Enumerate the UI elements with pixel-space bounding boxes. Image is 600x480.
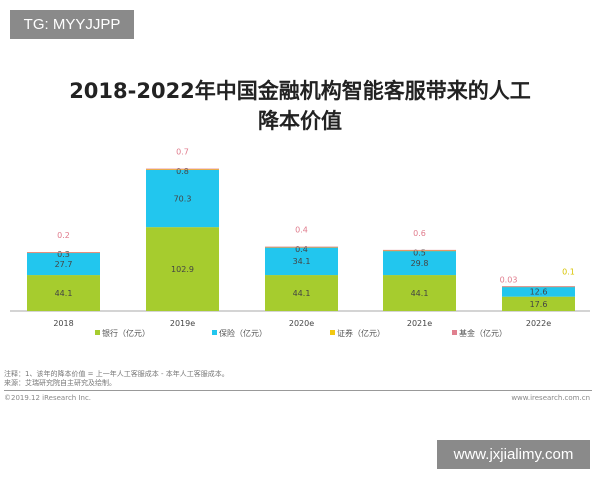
legend-label: 保险（亿元） (219, 328, 267, 338)
source-note: 来源：艾瑞研究院自主研究及绘制。 (4, 379, 116, 387)
legend-swatch (212, 330, 217, 335)
bar-segment (265, 247, 338, 276)
data-label: 44.1 (293, 289, 311, 298)
bar-segment (27, 252, 100, 276)
bar-segment (265, 275, 338, 311)
bar-segment (27, 275, 100, 311)
copyright: ©2019.12 iResearch Inc. (4, 394, 92, 402)
divider (4, 390, 592, 391)
bar-segment (27, 252, 100, 253)
data-label: 0.1 (562, 267, 575, 276)
watermark-bottom-right: www.jxjialimy.com (437, 440, 590, 469)
legend-swatch (95, 330, 100, 335)
data-label: 29.8 (411, 259, 429, 268)
data-label: 34.1 (293, 257, 311, 266)
watermark-top-left: TG: MYYJJPP (10, 10, 134, 39)
data-label: 0.2 (57, 231, 70, 240)
legend-swatch (452, 330, 457, 335)
data-label: 0.8 (176, 167, 189, 176)
footnote: 注释：1、该年的降本价值 = 上一年人工客服成本 - 本年人工客服成本。 (4, 370, 229, 378)
data-label: 0.7 (176, 148, 189, 157)
stacked-bar-chart: 44.1 27.70.3 0.2 2018 102.9 70.3 0.8 0.7 2019e 44… (10, 148, 590, 338)
legend-label: 基金（亿元） (459, 328, 507, 338)
x-tick-label: 2022e (526, 319, 551, 328)
bar-segment (146, 168, 219, 170)
data-label: 0.03 (500, 275, 518, 284)
bar-segment (502, 286, 575, 288)
data-label: 0.4 (295, 226, 308, 235)
bar-segment (502, 296, 575, 311)
legend-label: 银行（亿元） (102, 328, 150, 338)
bar-segment (383, 275, 456, 311)
legend-swatch (330, 330, 335, 335)
website: www.iresearch.com.cn (511, 394, 590, 402)
x-tick-label: 2021e (407, 319, 432, 328)
x-tick-label: 2020e (289, 319, 314, 328)
data-label: 70.3 (174, 194, 192, 203)
data-label: 0.3 (57, 250, 70, 259)
bar-segment (146, 227, 219, 311)
data-label: 17.6 (530, 300, 548, 309)
data-label: 0.4 (295, 245, 308, 254)
bar-segment (265, 246, 338, 248)
data-label: 0.5 (413, 248, 426, 257)
data-label: 44.1 (411, 289, 429, 298)
x-tick-label: 2019e (170, 319, 195, 328)
bar-segment (383, 249, 456, 251)
data-label: 44.1 (55, 289, 73, 298)
data-label: 0.6 (413, 229, 426, 238)
title-line-1: 2018-2022年中国金融机构智能客服带来的人工 (69, 79, 531, 103)
bar-segment (146, 169, 219, 170)
bar-segment (146, 169, 219, 228)
x-tick-label: 2018 (53, 319, 73, 328)
title-line-2: 降本价值 (258, 109, 342, 133)
data-label: 102.9 (171, 265, 194, 274)
chart-title: 2018-2022年中国金融机构智能客服带来的人工 降本价值 (0, 76, 600, 136)
bar-segment (502, 286, 575, 297)
bar-segment (383, 250, 456, 252)
legend-label: 证券（亿元） (337, 328, 385, 338)
bar-segment (383, 250, 456, 276)
data-label: 27.7 (55, 260, 73, 269)
data-label: 12.6 (530, 288, 548, 297)
